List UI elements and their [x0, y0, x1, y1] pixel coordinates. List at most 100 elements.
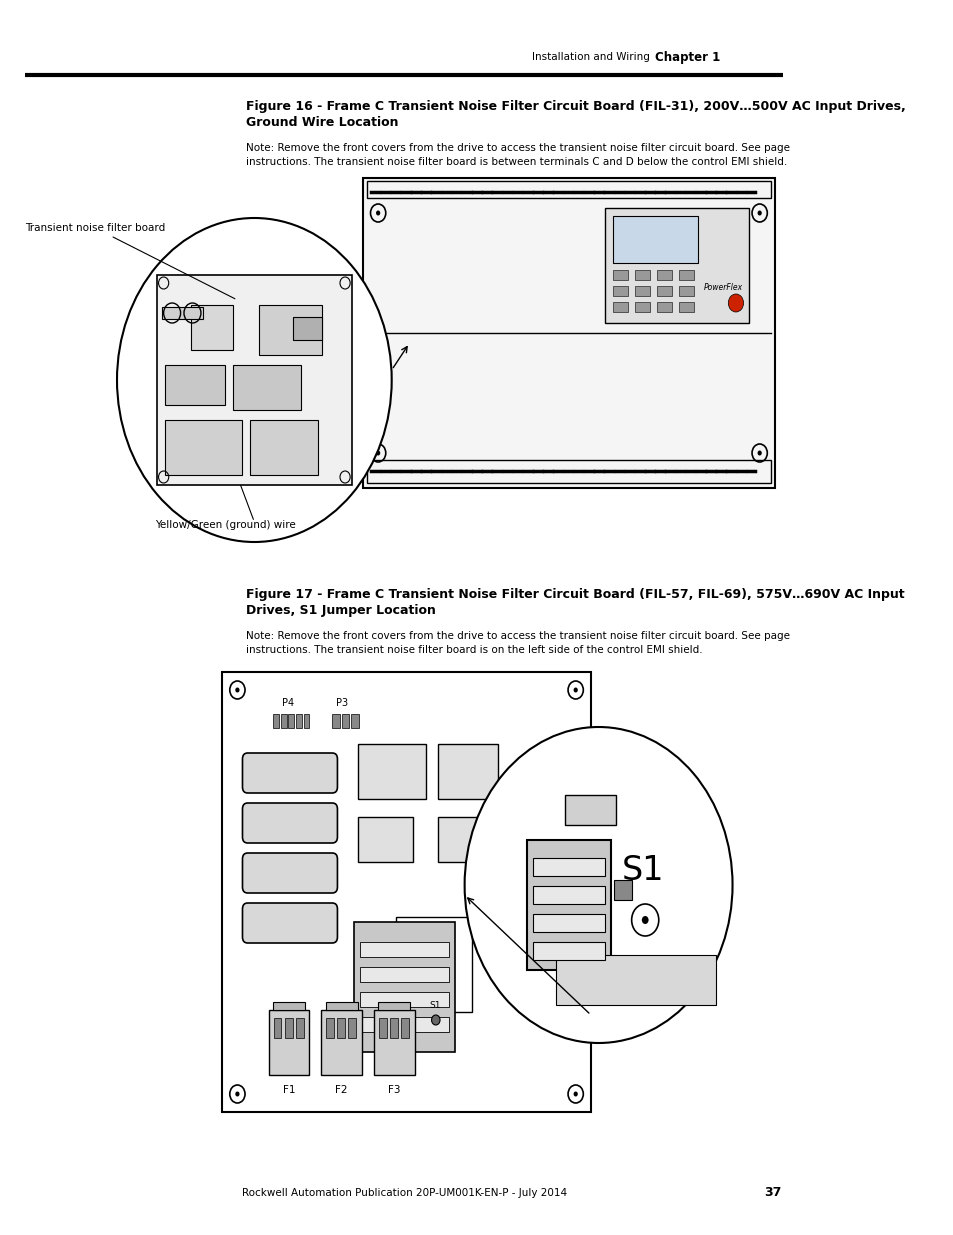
Circle shape	[431, 1015, 439, 1025]
Text: Yellow/Green (ground) wire: Yellow/Green (ground) wire	[155, 520, 295, 530]
Polygon shape	[362, 178, 774, 488]
Polygon shape	[437, 743, 497, 799]
Polygon shape	[635, 270, 650, 280]
Polygon shape	[354, 923, 455, 1052]
Polygon shape	[533, 914, 604, 932]
Polygon shape	[332, 714, 339, 727]
Polygon shape	[657, 270, 672, 280]
Polygon shape	[360, 1016, 448, 1032]
Text: F3: F3	[388, 1086, 400, 1095]
Polygon shape	[250, 420, 317, 475]
Text: P3: P3	[336, 698, 348, 708]
Polygon shape	[156, 275, 352, 485]
Text: Drives, S1 Jumper Location: Drives, S1 Jumper Location	[246, 604, 436, 618]
Text: F1: F1	[283, 1086, 295, 1095]
Circle shape	[375, 451, 380, 456]
Circle shape	[757, 210, 761, 215]
Circle shape	[573, 1092, 578, 1097]
Polygon shape	[357, 818, 413, 862]
Polygon shape	[295, 1018, 303, 1037]
Text: F2: F2	[335, 1086, 348, 1095]
Polygon shape	[400, 1018, 408, 1037]
Polygon shape	[325, 1002, 357, 1010]
FancyBboxPatch shape	[242, 753, 337, 793]
Polygon shape	[679, 287, 694, 296]
Polygon shape	[556, 955, 715, 1005]
Polygon shape	[679, 303, 694, 312]
Polygon shape	[191, 305, 233, 350]
Polygon shape	[269, 1010, 309, 1074]
Circle shape	[375, 210, 380, 215]
Polygon shape	[165, 366, 225, 405]
Text: Rockwell Automation Publication 20P-UM001K-EN-P - July 2014: Rockwell Automation Publication 20P-UM00…	[242, 1188, 566, 1198]
Polygon shape	[285, 1018, 293, 1037]
Text: Note: Remove the front covers from the drive to access the transient noise filte: Note: Remove the front covers from the d…	[246, 631, 792, 641]
Polygon shape	[293, 317, 322, 340]
Polygon shape	[273, 714, 278, 727]
Text: S1: S1	[429, 1002, 440, 1010]
Circle shape	[235, 688, 239, 693]
Polygon shape	[258, 305, 322, 354]
Polygon shape	[357, 743, 425, 799]
Text: Installation and Wiring: Installation and Wiring	[532, 52, 650, 62]
Text: Chapter 1: Chapter 1	[654, 51, 719, 63]
Polygon shape	[360, 942, 448, 957]
Circle shape	[464, 727, 732, 1044]
Text: instructions. The transient noise filter board is on the left side of the contro: instructions. The transient noise filter…	[246, 645, 701, 655]
Polygon shape	[604, 207, 748, 324]
Polygon shape	[162, 308, 202, 319]
Text: PowerFlex: PowerFlex	[703, 284, 742, 293]
Polygon shape	[337, 1018, 345, 1037]
Polygon shape	[533, 942, 604, 960]
Polygon shape	[273, 1002, 305, 1010]
Circle shape	[117, 219, 392, 542]
Text: Figure 16 - Frame C Transient Noise Filter Circuit Board (FIL-31), 200V…500V AC : Figure 16 - Frame C Transient Noise Filt…	[246, 100, 904, 112]
Polygon shape	[679, 270, 694, 280]
Text: P4: P4	[282, 698, 294, 708]
Polygon shape	[303, 714, 309, 727]
Polygon shape	[613, 303, 628, 312]
Polygon shape	[564, 795, 615, 825]
Polygon shape	[390, 1018, 397, 1037]
Polygon shape	[288, 714, 294, 727]
Text: 37: 37	[763, 1187, 781, 1199]
Polygon shape	[533, 885, 604, 904]
Polygon shape	[377, 1002, 410, 1010]
Polygon shape	[222, 672, 590, 1112]
Polygon shape	[374, 1010, 415, 1074]
Text: instructions. The transient noise filter board is between terminals C and D belo: instructions. The transient noise filter…	[246, 157, 786, 167]
Polygon shape	[233, 366, 301, 410]
Text: S1: S1	[620, 853, 663, 887]
Polygon shape	[526, 840, 611, 969]
Polygon shape	[165, 420, 241, 475]
Text: Transient noise filter board: Transient noise filter board	[25, 224, 234, 299]
Text: Note: Remove the front covers from the drive to access the transient noise filte: Note: Remove the front covers from the d…	[246, 143, 792, 153]
Polygon shape	[657, 303, 672, 312]
Text: Ground Wire Location: Ground Wire Location	[246, 116, 398, 128]
FancyBboxPatch shape	[242, 853, 337, 893]
Polygon shape	[360, 992, 448, 1007]
Polygon shape	[378, 1018, 386, 1037]
Circle shape	[727, 294, 742, 312]
Polygon shape	[348, 1018, 355, 1037]
Circle shape	[573, 688, 578, 693]
Polygon shape	[613, 270, 628, 280]
Polygon shape	[635, 287, 650, 296]
Polygon shape	[295, 714, 301, 727]
Circle shape	[641, 916, 648, 924]
Polygon shape	[613, 216, 697, 263]
Polygon shape	[351, 714, 358, 727]
FancyBboxPatch shape	[242, 803, 337, 844]
Polygon shape	[341, 714, 349, 727]
Polygon shape	[437, 818, 497, 862]
Text: Figure 17 - Frame C Transient Noise Filter Circuit Board (FIL-57, FIL-69), 575V…: Figure 17 - Frame C Transient Noise Filt…	[246, 588, 903, 601]
Polygon shape	[321, 1010, 361, 1074]
Circle shape	[235, 1092, 239, 1097]
Circle shape	[757, 451, 761, 456]
Polygon shape	[280, 714, 286, 727]
Polygon shape	[657, 287, 672, 296]
Polygon shape	[635, 303, 650, 312]
Polygon shape	[613, 881, 632, 900]
Polygon shape	[274, 1018, 281, 1037]
Polygon shape	[533, 858, 604, 876]
